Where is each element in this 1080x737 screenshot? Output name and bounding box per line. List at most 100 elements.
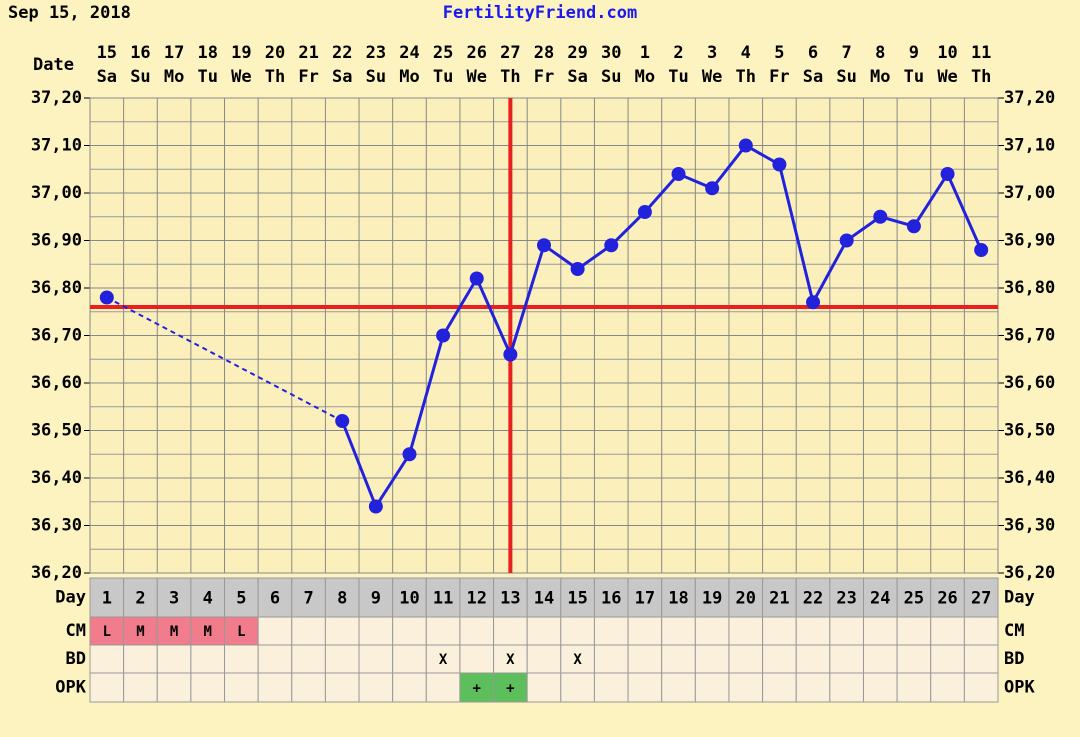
weekday-label: Th	[500, 67, 520, 87]
date-label: 10	[937, 43, 957, 63]
opk-cell	[190, 672, 226, 703]
bd-cell	[795, 644, 831, 674]
row-label: OPK	[55, 678, 86, 698]
opk-cell	[324, 672, 360, 703]
y-tick-label: 37,00	[31, 183, 82, 203]
weekday-label: Sa	[567, 67, 587, 87]
cm-label: L	[103, 624, 111, 640]
opk-cell	[156, 672, 192, 703]
bd-cell	[493, 644, 528, 674]
temp-point	[806, 295, 821, 310]
weekday-label: Fr	[534, 67, 554, 87]
date-label: 21	[298, 43, 318, 63]
row-label: BD	[66, 649, 86, 669]
y-tick-label: 37,10	[1004, 136, 1055, 156]
weekday-label: Fr	[298, 67, 318, 87]
day-label: 21	[769, 589, 789, 609]
cm-label: M	[136, 624, 144, 640]
cm-cell	[694, 616, 730, 646]
opk-label: +	[473, 681, 481, 697]
weekday-label: We	[466, 67, 486, 87]
temp-point	[368, 499, 383, 514]
y-tick-label: 37,00	[1004, 183, 1055, 203]
day-cell	[593, 577, 629, 618]
y-tick-label: 36,50	[1004, 421, 1055, 441]
bd-cell	[257, 644, 293, 674]
temp-point	[705, 181, 720, 196]
cm-cell	[291, 616, 326, 646]
opk-cell	[930, 672, 965, 703]
weekday-label: Tu	[197, 67, 217, 87]
opk-cell	[963, 672, 999, 703]
day-cell	[358, 577, 394, 618]
cm-cell	[526, 616, 562, 646]
weekday-label: Th	[971, 67, 991, 87]
date-label: 6	[808, 43, 818, 63]
day-label: 6	[270, 589, 280, 609]
weekday-label: Tu	[433, 67, 453, 87]
cm-cell	[257, 616, 293, 646]
temp-point	[772, 157, 787, 172]
temp-point	[570, 262, 585, 276]
date-label: 8	[875, 43, 885, 63]
day-label: 5	[236, 589, 246, 609]
date-label: 15	[97, 43, 117, 63]
y-tick-label: 36,40	[1004, 468, 1055, 488]
temp-point	[469, 271, 484, 286]
y-tick-label: 36,90	[1004, 231, 1055, 251]
cm-cell	[156, 616, 192, 646]
weekday-label: Sa	[97, 67, 117, 87]
opk-cell	[459, 672, 495, 703]
y-tick-label: 36,20	[1004, 563, 1055, 583]
y-tick-label: 36,90	[31, 231, 82, 251]
date-label: 4	[741, 43, 751, 63]
cm-cell	[324, 616, 360, 646]
temp-point	[974, 243, 989, 257]
opk-label: +	[506, 681, 514, 697]
cm-cell	[358, 616, 394, 646]
weekday-label: We	[702, 67, 722, 87]
header-date: Sep 15, 2018	[8, 3, 131, 23]
date-label: 19	[231, 43, 251, 63]
bd-cell	[560, 644, 595, 674]
temp-point	[738, 138, 753, 153]
y-tick-label: 36,80	[31, 278, 82, 298]
opk-cell	[627, 672, 663, 703]
cm-label: M	[203, 624, 211, 640]
row-label: Day	[55, 588, 86, 608]
bd-label: X	[506, 652, 515, 668]
bd-cell	[224, 644, 259, 674]
weekday-label: Th	[736, 67, 756, 87]
weekday-label: Su	[366, 67, 386, 87]
weekday-label: Su	[130, 67, 150, 87]
day-cell	[123, 577, 158, 618]
temp-point	[906, 219, 921, 234]
day-label: 9	[371, 589, 381, 609]
row-label: BD	[1004, 649, 1024, 669]
bd-cell	[762, 644, 797, 674]
bd-cell	[358, 644, 394, 674]
row-label: CM	[1004, 621, 1024, 641]
cm-cell	[493, 616, 528, 646]
temp-point	[604, 238, 619, 253]
weekday-label: Mo	[635, 67, 655, 87]
date-label: 28	[534, 43, 554, 63]
day-cell	[728, 577, 764, 618]
day-label: 23	[836, 589, 856, 609]
day-label: 14	[534, 589, 554, 609]
bd-cell	[190, 644, 226, 674]
weekday-label: Sa	[332, 67, 352, 87]
cm-cell	[560, 616, 595, 646]
y-tick-label: 36,20	[31, 563, 82, 583]
y-tick-label: 37,20	[1004, 88, 1055, 108]
row-label: Date	[33, 55, 74, 75]
bd-label: X	[439, 652, 448, 668]
day-label: 1	[102, 589, 112, 609]
date-label: 16	[130, 43, 150, 63]
weekday-label: Mo	[164, 67, 184, 87]
day-label: 19	[702, 589, 722, 609]
y-tick-label: 36,70	[1004, 326, 1055, 346]
opk-cell	[257, 672, 293, 703]
opk-cell	[795, 672, 831, 703]
